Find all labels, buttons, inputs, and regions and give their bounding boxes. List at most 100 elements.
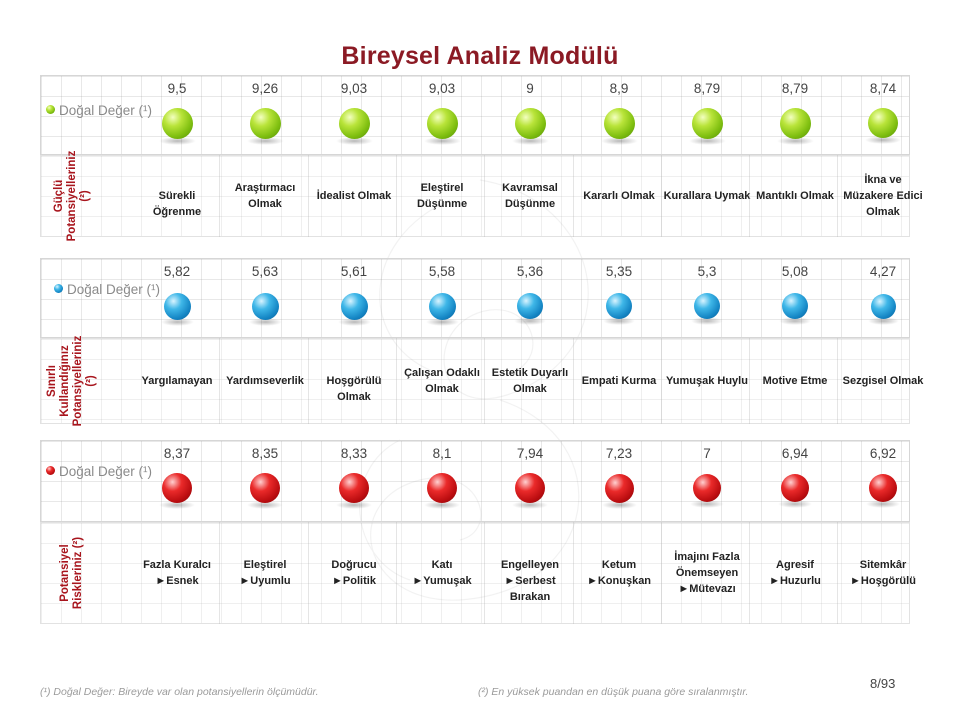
value-label: 5,63 (251, 264, 279, 279)
column-divider (837, 338, 838, 424)
potential-name-line: Hoşgörülü Olmak (326, 375, 382, 403)
blue-ball-marker (428, 292, 456, 320)
ball-shadow (600, 136, 638, 145)
potential-name-line: Yumuşak Huylu (666, 375, 748, 387)
ball-shadow (425, 317, 459, 326)
value-label: 6,94 (781, 446, 809, 461)
ball-shadow (336, 501, 372, 509)
column-divider (484, 338, 485, 424)
potential-name-line: ►Yumuşak (412, 575, 472, 587)
value-label: 5,08 (781, 264, 809, 279)
potential-name: Kurallara Uymak (663, 188, 751, 204)
blue-ball-marker (251, 292, 279, 320)
potential-name: Ketum ►Konuşkan (575, 557, 663, 589)
value-label: 8,35 (251, 446, 279, 461)
potential-name: İmajını Fazla Önemseyen ►Mütevazı (663, 549, 751, 597)
green-ball-marker (603, 107, 635, 139)
value-cell: 5,82 (133, 258, 221, 338)
potential-name-line: ►Mütevazı (678, 583, 736, 595)
value-cell: 5,3 (663, 258, 751, 338)
potential-name: İdealist Olmak (310, 188, 398, 204)
side-label-limited: Sınırlı Kullandığınız Potansiyelleriniz … (46, 335, 97, 427)
legend-natural-value: Doğal Değer (¹) (54, 280, 164, 299)
value-label: 9,03 (428, 81, 456, 96)
potential-name-line: Araştırmacı (234, 182, 296, 194)
blue-ball-marker (694, 293, 720, 319)
red-ball-marker (693, 474, 721, 502)
footnote-ordering: (²) En yüksek puandan en düşük puana gör… (478, 686, 749, 698)
column-divider (749, 338, 750, 424)
ball-shadow (514, 317, 546, 325)
potential-name-line: Olmak (425, 383, 459, 395)
value-label: 9,5 (167, 81, 187, 96)
potential-name: Mantıklı Olmak (751, 188, 839, 204)
ball-shadow (335, 136, 373, 145)
legend-label: Doğal Değer (¹) (59, 464, 153, 479)
value-cell: 8,37 (133, 440, 221, 522)
green-ball-marker (161, 107, 193, 139)
value-cell: 5,63 (221, 258, 309, 338)
value-label: 5,3 (697, 264, 717, 279)
potential-name-line: Agresif (776, 559, 814, 571)
value-cell: 6,92 (839, 440, 927, 522)
section-risk: Doğal Değer (¹) 8,37 8,35 8,33 8,1 7,94 7,23 7 6… (40, 440, 916, 624)
potential-name: Estetik Duyarlı Olmak (486, 365, 574, 397)
ball-shadow (691, 317, 723, 325)
value-cell: 8,33 (310, 440, 398, 522)
potential-name-line: Önemseyen (675, 567, 739, 579)
value-label: 8,79 (693, 81, 721, 96)
value-cell: 9 (486, 75, 574, 155)
value-label: 4,27 (869, 264, 897, 279)
column-divider (573, 338, 574, 424)
green-ball-marker (514, 107, 546, 139)
red-ball-marker (781, 474, 809, 502)
value-label: 8,37 (163, 446, 191, 461)
column-divider (308, 338, 309, 424)
value-cell: 7,94 (486, 440, 574, 522)
potential-name-line: Eleştirel (420, 182, 464, 194)
page-number: 8/93 (870, 676, 896, 691)
potential-name-line: ►Huzurlu (769, 575, 821, 587)
potential-name-line: Sürekli Öğrenme (152, 190, 202, 218)
ball-shadow (424, 501, 460, 509)
page-title: Bireysel Analiz Modülü (341, 42, 619, 70)
name-grid (40, 155, 910, 237)
potential-name-line: Engelleyen (500, 559, 560, 571)
potential-name-line: Yardımseverlik (226, 375, 304, 387)
potential-name-line: Kararlı Olmak (583, 190, 655, 202)
potential-name-line: Müzakere Edici (843, 190, 923, 202)
potential-name: Sitemkâr ►Hoşgörülü (839, 557, 927, 589)
potential-name-line: Katı (431, 559, 453, 571)
potential-name: Katı ►Yumuşak (398, 557, 486, 589)
potential-name: Empati Kurma (575, 373, 663, 389)
potential-name-line: İmajını Fazla (674, 551, 740, 563)
value-label: 5,58 (428, 264, 456, 279)
column-divider (661, 338, 662, 424)
column-divider (484, 522, 485, 624)
potential-name-line: ►Uyumlu (239, 575, 291, 587)
blue-ball-marker (163, 292, 191, 320)
value-cell: 5,58 (398, 258, 486, 338)
potential-name-line: Fazla Kuralcı (143, 559, 211, 571)
column-divider (219, 522, 220, 624)
potential-name-line: İkna ve (864, 174, 902, 186)
value-label: 8,9 (609, 81, 629, 96)
green-ball-marker (249, 107, 281, 139)
legend-natural-value: Doğal Değer (¹) (46, 101, 156, 120)
green-ball-marker (426, 107, 458, 139)
value-cell: 9,5 (133, 75, 221, 155)
potential-name: Doğrucu ►Politik (310, 557, 398, 589)
red-ball-marker (869, 474, 897, 502)
blue-ball-marker (340, 292, 368, 320)
value-label: 7,94 (516, 446, 544, 461)
ball-shadow (159, 501, 195, 509)
value-cell: 6,94 (751, 440, 839, 522)
potential-name-line: Mantıklı Olmak (756, 190, 834, 202)
legend-natural-value: Doğal Değer (¹) (46, 462, 156, 481)
ball-shadow (337, 317, 371, 326)
side-label-strong: Güçlü Potansiyelleriniz (²) (52, 150, 91, 242)
value-cell: 8,9 (575, 75, 663, 155)
potential-name-line: Olmak (866, 206, 900, 218)
column-divider (396, 155, 397, 237)
potential-name: Engelleyen ►Serbest Bırakan (486, 557, 574, 605)
